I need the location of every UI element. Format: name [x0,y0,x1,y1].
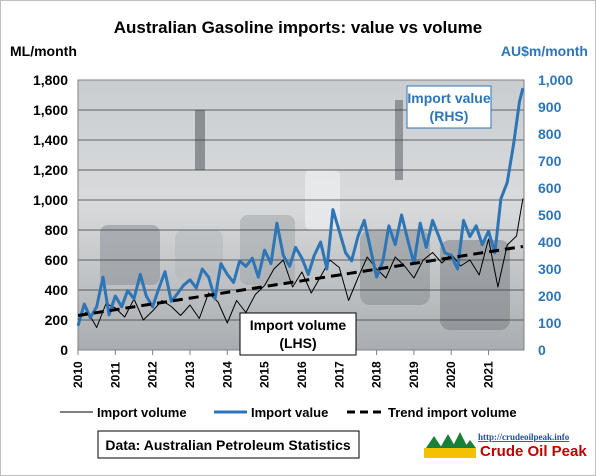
y-left-tick-label: 600 [45,252,69,268]
svg-text:Import volume: Import volume [97,405,187,420]
chart-title: Australian Gasoline imports: value vs vo… [114,18,482,37]
svg-text:Import value: Import value [407,90,490,106]
y-left-tick-label: 0 [60,342,68,358]
y-right-tick-label: 100 [538,315,562,331]
legend-item-import-volume: Import volume [60,405,187,420]
svg-text:Trend import volume: Trend import volume [388,405,517,420]
y-right-tick-label: 300 [538,261,562,277]
logo-name: Crude Oil Peak [480,443,587,460]
annotation-import-volume: Import volume (LHS) [239,312,357,356]
x-tick-label: 2010 [71,361,85,388]
svg-text:Import value: Import value [251,405,328,420]
y-right-tick-label: 800 [538,126,562,142]
legend-item-import-value: Import value [214,405,328,420]
svg-text:(RHS): (RHS) [430,108,469,124]
y-right-tick-label: 400 [538,234,562,250]
x-tick-label: 2017 [332,361,346,388]
y-right-tick-labels: 0 100 200 300 400 500 600 700 800 900 1,000 [538,72,573,358]
source-note: Data: Australian Petroleum Statistics [97,430,360,459]
legend: Import volume Import value Trend import … [60,405,517,420]
x-tick-label: 2018 [370,361,384,388]
y-left-tick-label: 1,000 [33,192,68,208]
y-right-tick-label: 600 [538,180,562,196]
y-left-axis-label: ML/month [10,43,77,59]
x-tick-label: 2016 [295,361,309,388]
y-left-tick-label: 400 [45,282,69,298]
oil-derrick-icon [424,432,476,458]
y-right-tick-label: 900 [538,99,562,115]
x-tick-label: 2011 [108,362,122,388]
y-right-tick-label: 200 [538,288,562,304]
x-tick-label: 2014 [220,361,234,388]
x-tick-label: 2020 [444,361,458,388]
x-tick-label: 2013 [183,361,197,388]
legend-item-trend-import-volume: Trend import volume [347,405,517,420]
svg-text:Import volume: Import volume [250,317,347,333]
y-right-tick-label: 500 [538,207,562,223]
x-tick-label: 2019 [407,361,421,388]
crude-oil-peak-logo: http://crudeoilpeak.info Crude Oil Peak [424,432,587,460]
series-line-trend-import-volume [77,245,524,317]
logo-url: http://crudeoilpeak.info [478,432,570,442]
y-right-tick-label: 700 [538,153,562,169]
series-line-import-value [76,87,525,327]
series-layer [76,87,525,328]
y-left-tick-label: 1,200 [33,162,68,178]
y-right-tick-label: 1,000 [538,72,573,88]
y-left-tick-labels: 0 200 400 600 800 1,000 1,200 1,400 1,600 1,800 [33,72,68,358]
annotation-import-value: Import value (RHS) [406,85,492,129]
svg-text:Data: Australian Petroleum Sta: Data: Australian Petroleum Statistics [105,437,351,453]
y-left-tick-label: 200 [45,312,69,328]
y-right-tick-label: 0 [538,342,546,358]
x-tick-label: 2012 [146,361,160,388]
y-left-tick-label: 1,400 [33,132,68,148]
y-right-axis-label: AU$m/month [501,43,588,59]
y-left-tick-label: 800 [45,222,69,238]
x-tick-labels: 2010 2011 2012 2013 2014 2015 2016 2017 2018 2019… [71,350,496,388]
x-tick-label: 2021 [482,361,496,388]
x-tick-label: 2015 [258,361,272,388]
y-left-tick-label: 1,600 [33,102,68,118]
svg-text:(LHS): (LHS) [279,335,316,351]
y-left-tick-label: 1,800 [33,72,68,88]
